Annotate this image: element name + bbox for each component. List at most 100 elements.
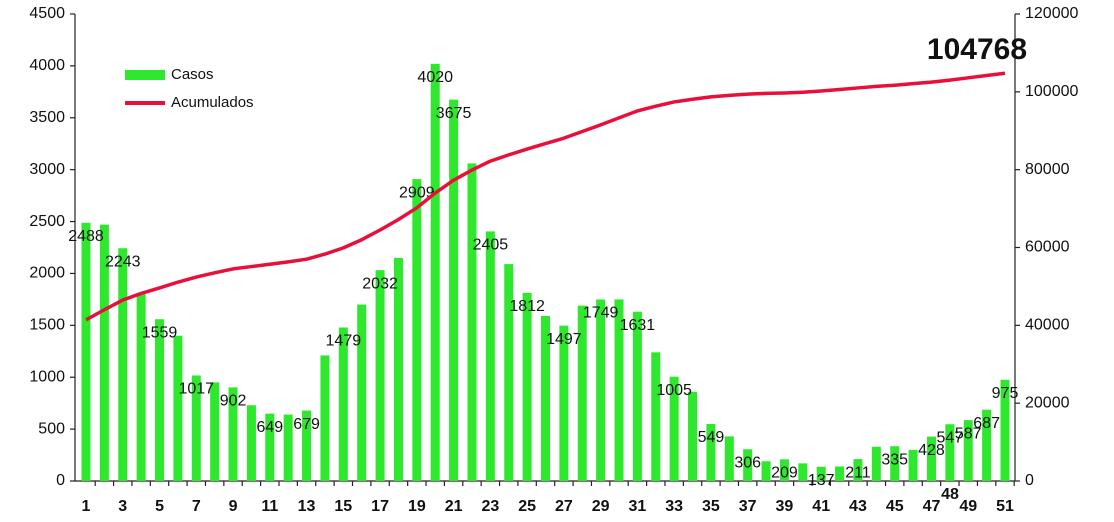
x-tick-label: 39 bbox=[776, 498, 794, 515]
bar bbox=[155, 319, 165, 481]
data-label: 209 bbox=[771, 465, 798, 482]
data-label: 679 bbox=[293, 416, 320, 433]
data-label: 428 bbox=[918, 442, 945, 459]
bar bbox=[669, 376, 679, 481]
bar bbox=[779, 459, 789, 481]
annotation: 48 bbox=[941, 486, 959, 503]
y-tick-label: 3500 bbox=[29, 109, 65, 126]
bar bbox=[871, 446, 881, 481]
data-label: 1479 bbox=[326, 333, 362, 350]
legend-label: Acumulados bbox=[171, 94, 254, 111]
x-tick-label: 9 bbox=[229, 498, 238, 515]
y-tick-label: 3000 bbox=[29, 161, 65, 178]
x-tick-label: 7 bbox=[192, 498, 201, 515]
bar bbox=[191, 375, 201, 481]
bar bbox=[449, 99, 459, 481]
x-tick-label: 25 bbox=[518, 498, 536, 515]
bar bbox=[632, 311, 642, 481]
bar bbox=[890, 446, 900, 481]
data-label: 1812 bbox=[509, 298, 545, 315]
bar bbox=[724, 436, 734, 481]
x-tick-label: 31 bbox=[629, 498, 647, 515]
bar bbox=[375, 270, 385, 481]
y2-tick-label: 100000 bbox=[1025, 83, 1078, 100]
bar bbox=[559, 325, 569, 481]
data-label: 549 bbox=[698, 429, 725, 446]
y2-tick-label: 120000 bbox=[1025, 5, 1078, 22]
y2-tick-label: 80000 bbox=[1025, 161, 1070, 178]
y2-tick-label: 0 bbox=[1025, 472, 1034, 489]
x-tick-label: 45 bbox=[886, 498, 904, 515]
x-tick-label: 51 bbox=[996, 498, 1014, 515]
x-tick-label: 33 bbox=[665, 498, 683, 515]
bar bbox=[210, 382, 220, 481]
bar bbox=[835, 466, 845, 481]
bar bbox=[541, 315, 550, 481]
y-tick-label: 4500 bbox=[29, 5, 65, 22]
data-label: 1497 bbox=[546, 331, 582, 348]
bar bbox=[467, 163, 477, 481]
bar bbox=[393, 257, 403, 481]
x-tick-label: 27 bbox=[555, 498, 573, 515]
data-label: 2032 bbox=[362, 275, 398, 292]
bar bbox=[136, 294, 146, 481]
bar bbox=[485, 231, 495, 481]
data-label: 1749 bbox=[583, 305, 619, 322]
y-tick-label: 0 bbox=[56, 472, 65, 489]
x-tick-label: 11 bbox=[261, 498, 278, 515]
y2-tick-label: 20000 bbox=[1025, 394, 1070, 411]
bar bbox=[1000, 379, 1010, 481]
bar bbox=[908, 449, 918, 481]
bar bbox=[228, 387, 238, 481]
y-tick-label: 1000 bbox=[29, 368, 65, 385]
data-label: 104768 bbox=[927, 33, 1027, 66]
bar bbox=[614, 299, 624, 481]
bar bbox=[246, 405, 256, 481]
bar bbox=[412, 179, 422, 481]
bar bbox=[320, 355, 330, 481]
bar bbox=[522, 292, 532, 481]
bar bbox=[945, 424, 955, 481]
bar bbox=[963, 420, 973, 481]
bar bbox=[338, 327, 348, 481]
data-label: 2909 bbox=[399, 184, 435, 201]
x-tick-label: 43 bbox=[849, 498, 867, 515]
bar bbox=[577, 305, 587, 481]
data-label: 649 bbox=[256, 419, 283, 436]
x-tick-label: 47 bbox=[923, 498, 941, 515]
bar bbox=[283, 414, 293, 481]
y2-tick-label: 40000 bbox=[1025, 317, 1070, 334]
bar bbox=[706, 424, 716, 481]
data-label: 4020 bbox=[417, 69, 453, 86]
data-label: 1005 bbox=[656, 382, 692, 399]
bar bbox=[926, 436, 936, 481]
bar bbox=[302, 410, 312, 481]
data-label: 547 bbox=[937, 429, 964, 446]
bar bbox=[81, 222, 91, 481]
bar bbox=[99, 224, 109, 481]
x-tick-label: 23 bbox=[481, 498, 499, 515]
bar bbox=[761, 461, 771, 481]
y-tick-label: 500 bbox=[38, 420, 65, 437]
x-tick-label: 49 bbox=[959, 498, 977, 515]
data-label: 902 bbox=[220, 393, 247, 410]
bar bbox=[816, 466, 826, 481]
bar bbox=[982, 409, 992, 481]
y-tick-label: 2500 bbox=[29, 213, 65, 230]
bar bbox=[118, 248, 128, 481]
bar bbox=[357, 304, 367, 481]
x-tick-label: 29 bbox=[592, 498, 610, 515]
x-tick-label: 3 bbox=[118, 498, 127, 515]
x-tick-label: 1 bbox=[82, 498, 91, 515]
data-label: 3675 bbox=[436, 105, 472, 122]
x-tick-label: 37 bbox=[739, 498, 757, 515]
x-tick-label: 17 bbox=[371, 498, 389, 515]
x-tick-label: 15 bbox=[334, 498, 352, 515]
x-tick-label: 21 bbox=[445, 498, 463, 515]
data-label: 306 bbox=[734, 454, 761, 471]
data-label: 587 bbox=[955, 425, 982, 442]
line bbox=[85, 71, 1006, 322]
bar bbox=[651, 352, 661, 481]
bar bbox=[430, 63, 440, 482]
